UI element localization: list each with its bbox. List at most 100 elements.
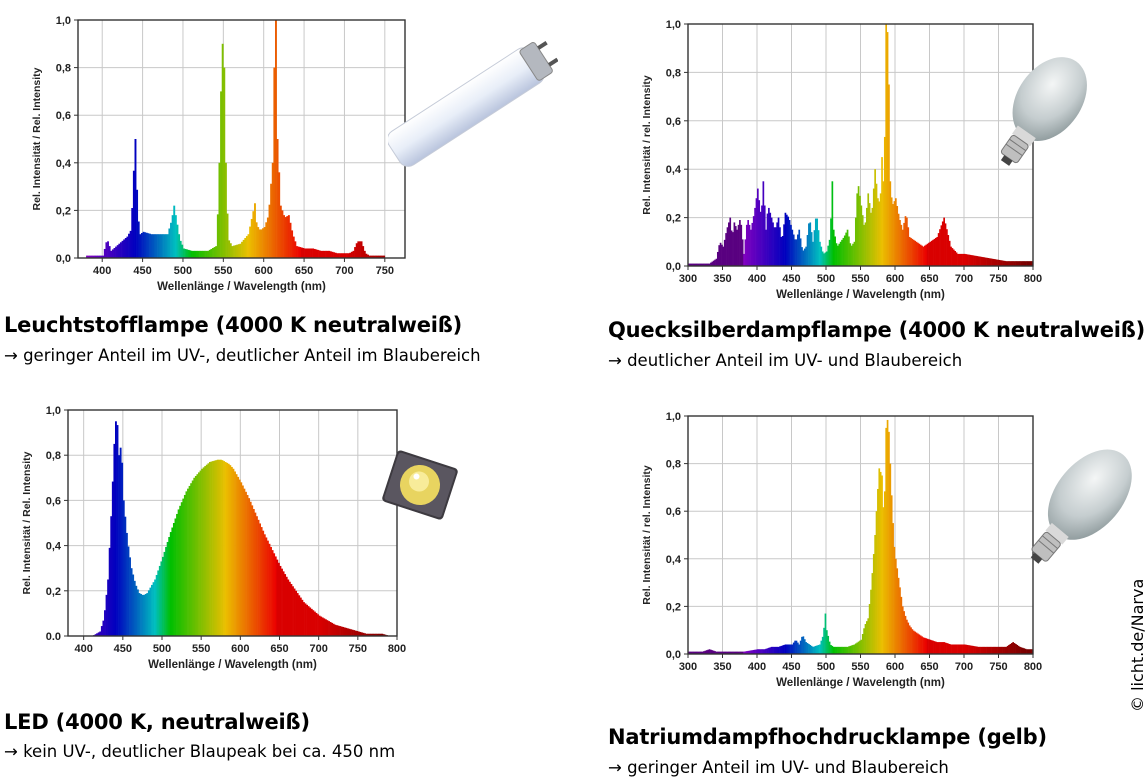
spectrum-bar — [732, 232, 734, 266]
spectrum-bar — [784, 212, 787, 266]
x-tick-label: 800 — [1024, 273, 1042, 285]
spectrum-bar — [878, 468, 881, 654]
spectrum-bar — [912, 239, 915, 266]
spectrum-bar — [276, 559, 279, 636]
spectrum-bar — [170, 222, 172, 258]
spectrum-bar — [696, 651, 698, 654]
spectrum-bar — [688, 651, 690, 654]
spectrum-bar — [970, 255, 973, 266]
spectrum-bar — [718, 651, 721, 654]
spectrum-bar — [1009, 644, 1012, 654]
spectrum-bar — [259, 523, 261, 636]
x-tick-label: 550 — [192, 643, 210, 655]
spectrum-bar — [688, 263, 690, 266]
spectrum-bar — [740, 651, 743, 654]
spectrum-bar — [146, 593, 149, 636]
spectrum-bar — [754, 649, 756, 654]
spectrum-bar — [213, 247, 216, 258]
spectrum-bar — [692, 651, 694, 654]
spectrum-bar — [784, 644, 787, 654]
spectrum-bar — [275, 20, 277, 258]
spectrum-bar — [810, 645, 813, 654]
y-tick-label: 0,0 — [666, 649, 681, 661]
spectrum-bar — [736, 651, 738, 654]
spectrum-bar — [105, 594, 108, 636]
spectrum-bar — [171, 527, 174, 636]
x-tick-label: 400 — [748, 273, 766, 285]
spectrum-bar — [826, 251, 828, 266]
spectrum-bar — [986, 646, 988, 654]
spectrum-bar — [889, 463, 892, 654]
spectrum-bar — [360, 632, 363, 636]
spectrum-bar — [861, 215, 864, 266]
spectrum-bar — [304, 248, 306, 258]
spectrum-bar — [699, 263, 701, 266]
spectrum-bar — [999, 260, 1002, 266]
spectrum-bar — [758, 649, 761, 654]
spectrum-bar — [98, 255, 101, 258]
spectrum-bar — [209, 461, 211, 636]
spectrum-bar — [228, 240, 231, 258]
spectrum-bar — [218, 162, 221, 258]
spectrum-bar — [761, 649, 763, 654]
spectrum-bar — [1002, 260, 1005, 266]
spectrum-bar — [801, 247, 803, 266]
spectrum-bar — [937, 233, 940, 266]
fluorescent-tube-image — [388, 40, 558, 167]
spectrum-bar — [178, 234, 181, 258]
spectrum-bar — [743, 253, 745, 266]
spectrum-bar — [346, 628, 349, 636]
spectrum-bar — [805, 246, 807, 266]
spectrum-bar — [918, 243, 921, 266]
spectrum-bar — [751, 222, 754, 266]
spectrum-bar — [846, 646, 849, 654]
y-tick-label: 0,6 — [56, 110, 71, 122]
x-tick-label: 700 — [309, 643, 327, 655]
x-axis-label: Wellenlänge / Wavelength (nm) — [776, 289, 945, 301]
y-tick-label: 0,2 — [666, 601, 681, 613]
spectrum-bar — [889, 181, 892, 266]
spectrum-bar — [1021, 647, 1024, 654]
spectrum-bar — [119, 242, 122, 258]
y-tick-label: 0,8 — [666, 67, 681, 79]
spectrum-bar — [814, 645, 817, 654]
spectrum-bar — [365, 633, 368, 636]
spectrum-bar — [947, 235, 950, 266]
spectrum-bar — [930, 640, 933, 654]
spectrum-bar — [901, 229, 904, 266]
spectrum-bar — [908, 236, 911, 266]
spectrum-bar — [954, 250, 957, 266]
spectrum-bar — [335, 625, 338, 636]
spectrum-bar — [714, 651, 716, 654]
spectrum-bar — [881, 475, 883, 654]
spectrum-bar — [781, 235, 784, 266]
spectrum-bar — [703, 263, 705, 266]
spectrum-bar — [872, 554, 875, 654]
y-tick-label: 0,6 — [666, 116, 681, 128]
spectrum-bar — [721, 244, 723, 266]
spectrum-bar — [805, 642, 807, 654]
spectrum-bar — [881, 157, 883, 266]
spectrum-bar — [729, 651, 732, 654]
y-tick-label: 0,0 — [666, 261, 681, 273]
spectrum-bar — [952, 249, 955, 266]
spectrum-bar — [174, 215, 177, 258]
spectrum-bar — [346, 253, 348, 258]
x-tick-label: 650 — [920, 273, 938, 285]
spectrum-bar — [808, 644, 810, 654]
spectrum-bar — [307, 248, 310, 258]
spectrum-bar — [752, 216, 755, 266]
spectrum-bar — [715, 651, 718, 654]
spectrum-bar — [266, 217, 269, 258]
spectrum-bar — [859, 640, 861, 654]
spectrum-bar — [133, 580, 136, 636]
chart-svg: 300 350 400 450 500 550 600 650 700 750 800 0,0 0,2 0… — [641, 411, 1042, 689]
spectrum-bar — [142, 231, 145, 258]
spectrum-bar — [309, 607, 312, 636]
spectrum-bar — [707, 263, 709, 266]
spectrum-bar — [776, 646, 778, 654]
spectrum-bar — [210, 248, 213, 258]
spectrum-bar — [701, 263, 704, 266]
spectrum-bar — [143, 594, 146, 636]
spectrum-bar — [1015, 261, 1017, 266]
